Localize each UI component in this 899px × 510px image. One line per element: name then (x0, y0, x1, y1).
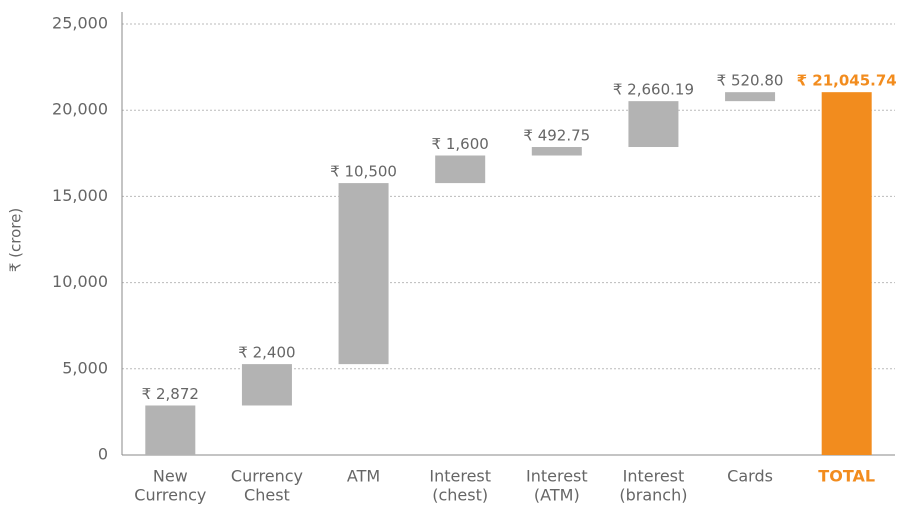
bar (628, 101, 679, 148)
x-tick-label: (branch) (619, 486, 687, 505)
bar (435, 155, 486, 184)
y-tick-label: 20,000 (52, 100, 108, 119)
x-tick-label: TOTAL (818, 467, 875, 486)
bar (241, 364, 292, 406)
value-label: ₹ 2,660.19 (613, 81, 694, 99)
y-tick-label: 5,000 (62, 358, 108, 377)
y-tick-label: 10,000 (52, 272, 108, 291)
value-label: ₹ 520.80 (717, 72, 784, 90)
value-label: ₹ 21,045.74 (797, 72, 897, 90)
value-label: ₹ 2,400 (238, 344, 295, 362)
y-tick-label: 15,000 (52, 186, 108, 205)
value-label: ₹ 1,600 (432, 135, 489, 153)
value-label: ₹ 2,872 (142, 385, 199, 403)
x-tick-label: Interest (623, 467, 685, 486)
bar (338, 183, 389, 365)
x-tick-label: Cards (727, 467, 773, 486)
y-tick-label: 25,000 (52, 14, 108, 33)
x-tick-label: New (153, 467, 188, 486)
y-axis-label: ₹ (crore) (7, 208, 25, 272)
x-tick-label: Interest (526, 467, 588, 486)
x-tick-label: ATM (347, 467, 380, 486)
value-label: ₹ 10,500 (330, 163, 397, 181)
bar (821, 92, 872, 455)
bar (725, 92, 776, 102)
x-tick-label: (chest) (432, 486, 488, 505)
x-tick-label: Currency (231, 467, 303, 486)
y-tick-label: 0 (98, 445, 108, 464)
x-tick-label: (ATM) (534, 486, 580, 505)
x-tick-label: Chest (244, 486, 290, 505)
bar (531, 147, 582, 156)
x-tick-label: Interest (429, 467, 491, 486)
x-tick-label: Currency (134, 486, 206, 505)
bar (145, 405, 196, 455)
value-label: ₹ 492.75 (523, 127, 590, 145)
